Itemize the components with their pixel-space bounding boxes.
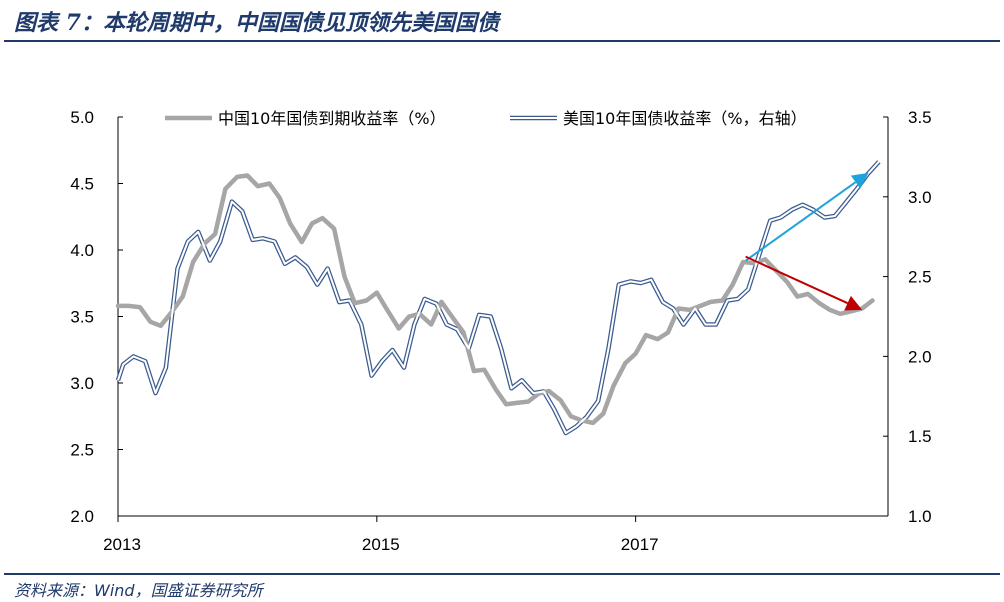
x-tick-label: 2015 xyxy=(362,535,400,554)
source-note: 资料来源：Wind，国盛证券研究所 xyxy=(14,581,263,600)
trend-arrow-shaft xyxy=(745,181,857,262)
right-tick-label: 3.0 xyxy=(908,188,932,207)
line-chart: 5.0 4.5 4.0 3.5 3.0 2.5 2.0 3.5 3.0 2.5 2.0 1.5 1.0… xyxy=(70,108,932,554)
legend-label-us: 美国10年国债收益率（%，右轴） xyxy=(563,109,807,128)
left-tick-label: 2.0 xyxy=(70,507,94,526)
series-layer xyxy=(115,160,881,436)
chart-header: 图表 7：本轮周期中，中国国债见顶领先美国国债 xyxy=(0,0,1004,44)
right-tick-label: 1.5 xyxy=(908,427,932,446)
left-tick-label: 5.0 xyxy=(70,108,94,127)
left-tick-label: 3.0 xyxy=(70,374,94,393)
right-tick-label: 2.0 xyxy=(908,347,932,366)
series-us-core xyxy=(117,161,880,434)
right-tick-label: 2.5 xyxy=(908,268,932,287)
footer-divider xyxy=(4,573,1000,575)
left-tick-label: 4.5 xyxy=(70,175,94,194)
right-tick-label: 3.5 xyxy=(908,108,932,127)
trend-arrow-shaft xyxy=(745,255,848,305)
series-china-line xyxy=(115,173,875,426)
left-tick-label: 4.0 xyxy=(70,241,94,260)
right-y-axis: 3.5 3.0 2.5 2.0 1.5 1.0 xyxy=(883,108,932,526)
x-tick-label: 2013 xyxy=(103,535,141,554)
legend-item-us: 美国10年国债收益率（%，右轴） xyxy=(510,109,807,128)
legend-item-china: 中国10年国债到期收益率（%） xyxy=(165,109,446,128)
left-y-axis: 5.0 4.5 4.0 3.5 3.0 2.5 2.0 xyxy=(70,108,123,526)
figure-title: 图表 7：本轮周期中，中国国债见顶领先美国国债 xyxy=(14,10,499,36)
left-tick-label: 3.5 xyxy=(70,308,94,327)
legend: 中国10年国债到期收益率（%） 美国10年国债收益率（%，右轴） xyxy=(165,109,807,128)
legend-label-china: 中国10年国债到期收益率（%） xyxy=(218,109,446,128)
header-divider xyxy=(4,40,1000,42)
left-tick-label: 2.5 xyxy=(70,441,94,460)
right-tick-label: 1.0 xyxy=(908,507,932,526)
trend-arrow-head xyxy=(844,295,863,311)
annotation-layer xyxy=(745,172,869,311)
x-axis: 2013 2015 2017 xyxy=(103,516,659,554)
trend-arrow-head xyxy=(850,172,869,189)
x-tick-label: 2017 xyxy=(621,535,659,554)
plot-frame xyxy=(117,117,889,517)
